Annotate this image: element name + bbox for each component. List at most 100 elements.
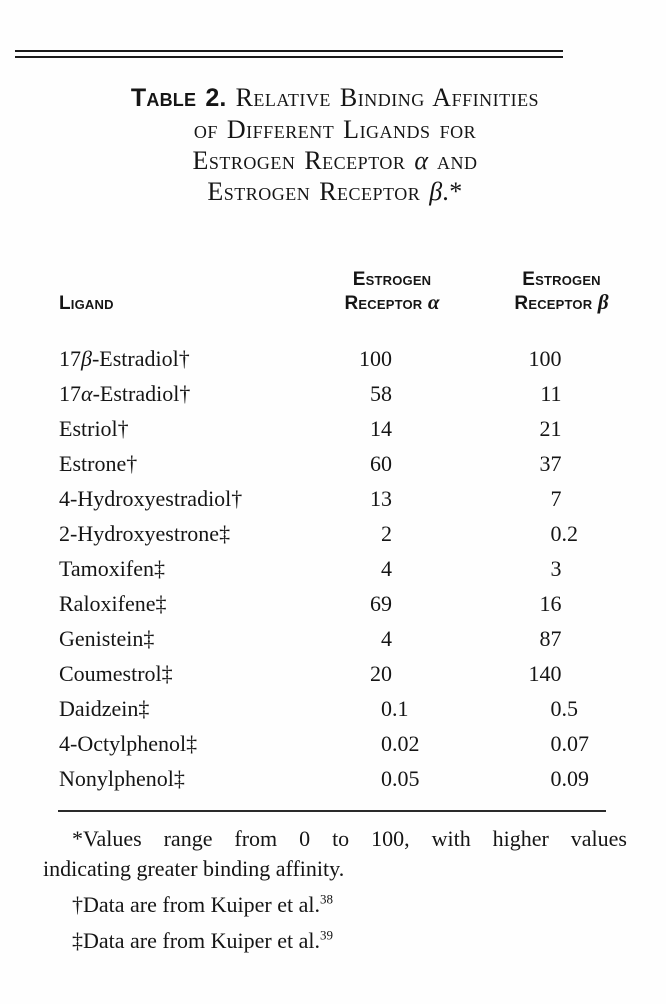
value-integer-part: 2 <box>381 521 392 546</box>
ligand-cell: 4-Octylphenol‡ <box>59 731 198 756</box>
value-integer-part: 140 <box>528 661 562 686</box>
table-row: 4-Hydroxyestradiol† 13 7 <box>43 481 643 516</box>
value-cell-er-beta: 37 <box>480 446 643 481</box>
ligand-cell: 17α-Estradiol† <box>59 381 191 406</box>
greek-letter: β <box>429 177 443 206</box>
ligand-cell: Estriol† <box>59 416 129 441</box>
value-decimal-part: .09 <box>561 766 590 791</box>
value-cell-er-alpha: 4 <box>304 551 480 586</box>
footnote-star: *Values range from 0 to 100, with higher… <box>43 824 627 884</box>
greek-letter: α <box>81 381 93 406</box>
ligand-cell: Daidzein‡ <box>59 696 150 721</box>
value-cell-er-alpha: 60 <box>304 446 480 481</box>
footnote-dagger: †Data are from Kuiper et al.38 <box>72 891 333 917</box>
value-cell-er-beta: 7 <box>480 481 643 516</box>
table-row: Raloxifene‡ 69 16 <box>43 586 643 621</box>
value-integer-part: 100 <box>359 346 392 371</box>
value-cell-er-beta: 140 <box>480 656 643 691</box>
ligand-cell: Estrone† <box>59 451 138 476</box>
column-header-estrogen-receptor-alpha: Estrogen Receptor α <box>304 269 480 341</box>
greek-letter: β <box>597 290 609 314</box>
caption-text-segment: Receptor <box>514 293 598 314</box>
column-header-ligand: Ligand <box>43 269 304 341</box>
value-cell-er-beta: 0.07 <box>480 726 643 761</box>
value-cell-er-beta: 0.5 <box>480 691 643 726</box>
value-cell-er-beta: 3 <box>480 551 643 586</box>
header-line: Estrogen <box>304 269 480 291</box>
value-cell-er-beta: 0.09 <box>480 761 643 796</box>
table-row: Nonylphenol‡ 0 .05 0.09 <box>43 761 643 796</box>
reference-superscript: 39 <box>320 927 333 943</box>
greek-letter: β <box>81 346 92 371</box>
caption-text-segment: Table 2. <box>130 84 227 112</box>
table-row: Tamoxifen‡ 4 3 <box>43 551 643 586</box>
caption-text-segment: Relative Binding Affinities <box>226 83 540 112</box>
ligand-cell: Coumestrol‡ <box>59 661 173 686</box>
value-integer-part: 0 <box>550 766 562 791</box>
header-row: Ligand Estrogen Receptor α Estrogen Receptor… <box>43 269 643 341</box>
table-row: Estriol† 14 21 <box>43 411 643 446</box>
caption-text-segment: Estrogen <box>352 269 432 290</box>
caption-text-segment: and <box>428 146 478 175</box>
column-header-estrogen-receptor-beta: Estrogen Receptor β <box>480 269 643 341</box>
value-integer-part: 4 <box>381 626 392 651</box>
caption-text-segment: of Different Ligands for <box>193 115 477 144</box>
value-integer-part: 100 <box>528 346 562 371</box>
value-cell-er-alpha: 14 <box>304 411 480 446</box>
value-integer-part: 0 <box>381 731 392 756</box>
value-decimal-part <box>392 341 480 376</box>
table-caption-line: Table 2. Relative Binding Affinities <box>43 82 627 114</box>
value-cell-er-alpha: 100 <box>304 341 480 376</box>
table-caption-line: Estrogen Receptor β.* <box>43 176 627 207</box>
value-cell-er-beta: 21 <box>480 411 643 446</box>
value-integer-part: 69 <box>370 591 392 616</box>
value-decimal-part <box>392 551 480 586</box>
value-integer-part: 4 <box>381 556 392 581</box>
value-integer-part: 13 <box>370 486 392 511</box>
value-cell-er-beta: 0.2 <box>480 516 643 551</box>
value-decimal-part <box>392 586 480 621</box>
table-caption: Table 2. Relative Binding Affinities of D… <box>43 82 627 207</box>
ligand-cell: Raloxifene‡ <box>59 591 167 616</box>
value-integer-part: 0 <box>550 696 562 721</box>
value-integer-part: 20 <box>370 661 392 686</box>
value-decimal-part: .02 <box>392 731 420 756</box>
value-integer-part: 21 <box>539 416 562 441</box>
caption-text-segment: Receptor <box>344 293 428 314</box>
value-integer-part: 11 <box>540 381 562 406</box>
value-decimal-part <box>562 341 644 376</box>
caption-text-segment: Estrogen <box>522 269 601 290</box>
value-decimal-part <box>562 551 644 586</box>
value-integer-part: 0 <box>550 731 562 756</box>
ligand-cell: Nonylphenol‡ <box>59 766 185 791</box>
value-cell-er-alpha: 69 <box>304 586 480 621</box>
value-decimal-part: .05 <box>392 766 420 791</box>
greek-letter: α <box>414 146 429 175</box>
value-integer-part: 16 <box>539 591 562 616</box>
table-row: Estrone† 60 37 <box>43 446 643 481</box>
ligand-cell: 17β-Estradiol† <box>59 346 190 371</box>
top-double-rule <box>15 50 563 58</box>
value-decimal-part <box>392 411 480 446</box>
footnote-double-dagger: ‡Data are from Kuiper et al.39 <box>72 927 333 953</box>
table-caption-line: Estrogen Receptor α and <box>43 145 627 176</box>
value-decimal-part <box>562 621 644 656</box>
table-row: 2-Hydroxyestrone‡ 2 0.2 <box>43 516 643 551</box>
value-decimal-part: .5 <box>561 696 579 721</box>
value-decimal-part: .2 <box>561 521 579 546</box>
table-caption-line: of Different Ligands for <box>43 114 627 145</box>
caption-text-segment: Estrogen Receptor <box>207 177 430 206</box>
value-integer-part: 3 <box>550 556 562 581</box>
value-cell-er-beta: 11 <box>480 376 643 411</box>
value-integer-part: 37 <box>539 451 562 476</box>
caption-text-segment: Ligand <box>59 293 114 314</box>
value-decimal-part <box>392 656 480 691</box>
value-decimal-part <box>392 621 480 656</box>
value-decimal-part <box>562 411 644 446</box>
value-integer-part: 0 <box>381 696 392 721</box>
bottom-rule <box>58 810 606 812</box>
value-cell-er-alpha: 0.1 <box>304 691 480 726</box>
value-cell-er-beta: 87 <box>480 621 643 656</box>
header-line: Receptor β <box>480 291 643 315</box>
table-row: Genistein‡ 4 87 <box>43 621 643 656</box>
